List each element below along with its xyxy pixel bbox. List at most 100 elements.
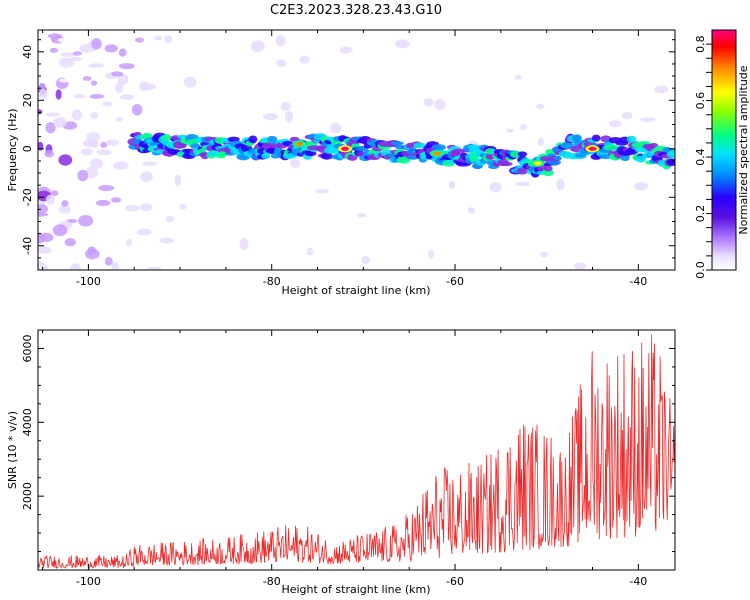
heatmap-cell — [104, 256, 113, 266]
heatmap-cell — [90, 112, 99, 119]
heatmap-cell — [357, 213, 367, 218]
x-tick-label: -100 — [76, 275, 101, 288]
heatmap-cell — [55, 89, 62, 100]
heatmap-cell — [125, 204, 140, 212]
heatmap-cell — [80, 148, 93, 156]
heatmap-cell — [467, 207, 476, 214]
heatmap-cell — [339, 46, 353, 54]
heatmap-cell — [500, 161, 513, 167]
heatmap-cell — [239, 238, 249, 250]
heatmap-cell — [635, 60, 647, 66]
spectrogram-frame — [37, 29, 676, 271]
heatmap-cell — [306, 247, 314, 256]
heatmap-cell — [361, 256, 371, 264]
heatmap-cell — [77, 169, 89, 182]
heatmap-cell — [58, 57, 75, 68]
heatmap-cell — [73, 94, 86, 99]
heatmap-cell — [515, 181, 531, 187]
heatmap-cell — [432, 144, 446, 151]
heatmap-cell — [64, 31, 74, 36]
heatmap-cell — [276, 59, 287, 67]
heatmap-cell — [91, 38, 102, 50]
heatmap-cell — [58, 154, 73, 166]
heatmap-peak — [432, 151, 441, 156]
heatmap-peak — [295, 141, 304, 146]
heatmap-cell — [203, 248, 219, 257]
heatmap-cell — [38, 246, 52, 255]
heatmap-cell — [527, 125, 543, 137]
heatmap-cell — [119, 94, 135, 100]
heatmap-cell — [177, 142, 187, 149]
heatmap-cell — [519, 124, 527, 131]
heatmap-cell — [89, 93, 105, 99]
heatmap-cell — [666, 151, 675, 158]
x-tick-label: -40 — [629, 275, 647, 288]
heatmap-cell — [100, 141, 108, 149]
heatmap-cell — [85, 166, 98, 179]
heatmap-cell — [140, 171, 153, 182]
heatmap-cell — [634, 181, 649, 191]
heatmap-cell — [639, 117, 656, 122]
heatmap-cell — [106, 66, 123, 73]
heatmap-cell — [423, 98, 434, 107]
heatmap-cell — [621, 112, 633, 119]
colorbar: 0.0 0.2 0.4 0.6 0.8 Normalized spectral ampl… — [694, 29, 750, 279]
heatmap-cells — [38, 30, 675, 270]
heatmap-cell — [38, 204, 49, 214]
heatmap-cell — [164, 35, 173, 44]
heatmap-cell — [96, 117, 111, 127]
heatmap-cell — [315, 189, 330, 194]
heatmap-cell — [345, 199, 356, 206]
heatmap-cell — [69, 263, 81, 270]
heatmap-cell — [136, 228, 152, 236]
heatmap-cell — [149, 141, 158, 147]
heatmap-cell — [536, 103, 545, 110]
heatmap-cell — [280, 101, 291, 112]
y-tick-label: 4000 — [21, 408, 34, 436]
heatmap-cell — [90, 80, 98, 86]
heatmap-cell — [57, 37, 73, 43]
heatmap-cell — [668, 138, 675, 148]
heatmap-cell — [591, 134, 601, 142]
colorbar-frame — [711, 29, 737, 271]
heatmap-cell — [561, 141, 574, 150]
heatmap-cell — [654, 85, 669, 94]
colorbar-tick-label: 0.6 — [694, 92, 707, 110]
heatmap-cell — [379, 223, 393, 234]
heatmap-cell — [38, 109, 43, 115]
heatmap-cell — [625, 148, 638, 155]
heatmap-cell — [117, 73, 129, 86]
colorbar-tick-label: 0.2 — [694, 205, 707, 223]
heatmap-cell — [140, 203, 153, 211]
heatmap-cell — [78, 201, 94, 208]
heatmap-cell — [543, 165, 553, 172]
heatmap-cell — [666, 158, 675, 166]
heatmap-cell — [174, 174, 182, 187]
heatmap-cell — [165, 215, 175, 223]
heatmap-cell — [110, 197, 122, 203]
colorbar-tick-label: 0.4 — [694, 148, 707, 166]
heatmap-cell — [60, 52, 75, 57]
y-tick-label: -40 — [21, 237, 34, 255]
heatmap-cell — [150, 256, 164, 263]
heatmap-cell — [134, 37, 145, 43]
x-tick-label: -40 — [629, 575, 647, 588]
heatmap-cell — [118, 63, 135, 70]
heatmap-cell — [489, 181, 502, 193]
heatmap-cell — [506, 128, 514, 133]
x-tick-label: -80 — [263, 275, 281, 288]
heatmap-cell — [47, 33, 63, 39]
heatmap-cell — [179, 203, 187, 210]
y-tick-label: 2000 — [21, 482, 34, 510]
heatmap-cell — [139, 81, 150, 92]
spectrogram-x-ticks: -100 -80 -60 -40 — [42, 30, 647, 288]
heatmap-cell — [553, 155, 562, 161]
heatmap-cell — [125, 238, 133, 247]
colorbar-label: Normalized spectral amplitude — [737, 65, 750, 234]
heatmap-cell — [517, 151, 528, 157]
heatmap-cell — [320, 152, 333, 160]
heatmap-cell — [620, 154, 630, 162]
heatmap-cell — [109, 54, 122, 60]
heatmap-cell — [516, 167, 529, 175]
heatmap-peak — [533, 161, 542, 166]
